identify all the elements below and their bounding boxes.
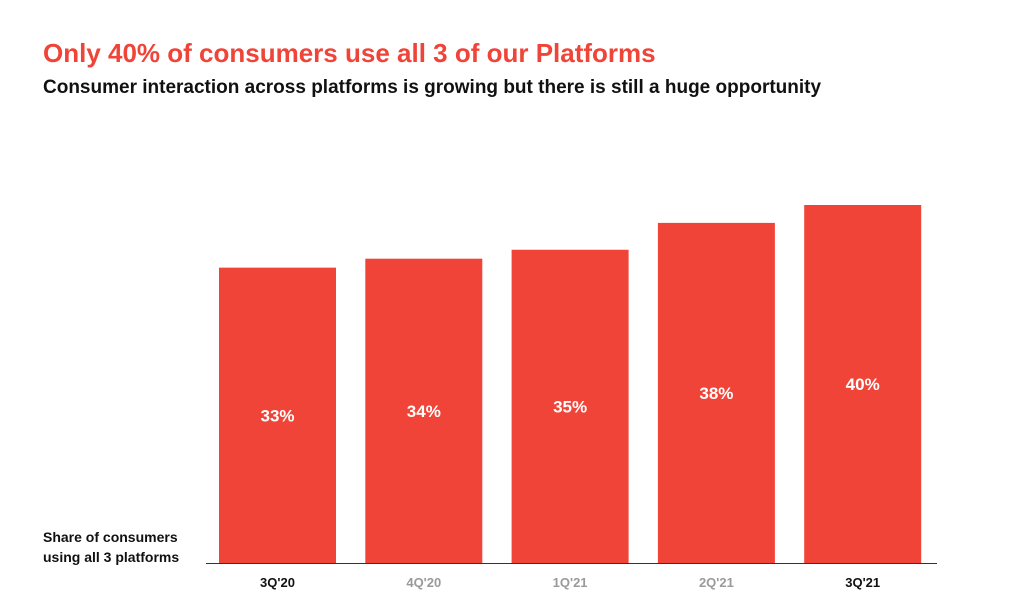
y-axis-label-line-1: Share of consumers — [43, 529, 178, 545]
data-label-4: 38% — [699, 384, 733, 403]
bar-3 — [511, 249, 629, 563]
data-label-1: 33% — [260, 406, 294, 425]
y-axis-label-line-2: using all 3 platforms — [43, 549, 180, 565]
chart-subtitle: Consumer interaction across platforms is… — [43, 77, 822, 98]
x-tick-label-2: 4Q'20 — [406, 575, 441, 590]
data-label-3: 35% — [553, 397, 587, 416]
y-axis-label: Share of consumers using all 3 platforms — [43, 527, 179, 567]
bar-2 — [365, 258, 483, 563]
bar-4 — [657, 222, 775, 563]
data-label-2: 34% — [407, 402, 441, 421]
data-label-5: 40% — [846, 375, 880, 394]
x-tick-label-4: 2Q'21 — [699, 575, 734, 590]
x-tick-label-3: 1Q'21 — [553, 575, 588, 590]
x-tick-label-5: 3Q'21 — [845, 575, 880, 590]
bar-1 — [219, 267, 336, 563]
chart-title: Only 40% of consumers use all 3 of our P… — [43, 38, 656, 68]
x-tick-label-1: 3Q'20 — [260, 575, 295, 590]
bar-5 — [804, 205, 922, 563]
